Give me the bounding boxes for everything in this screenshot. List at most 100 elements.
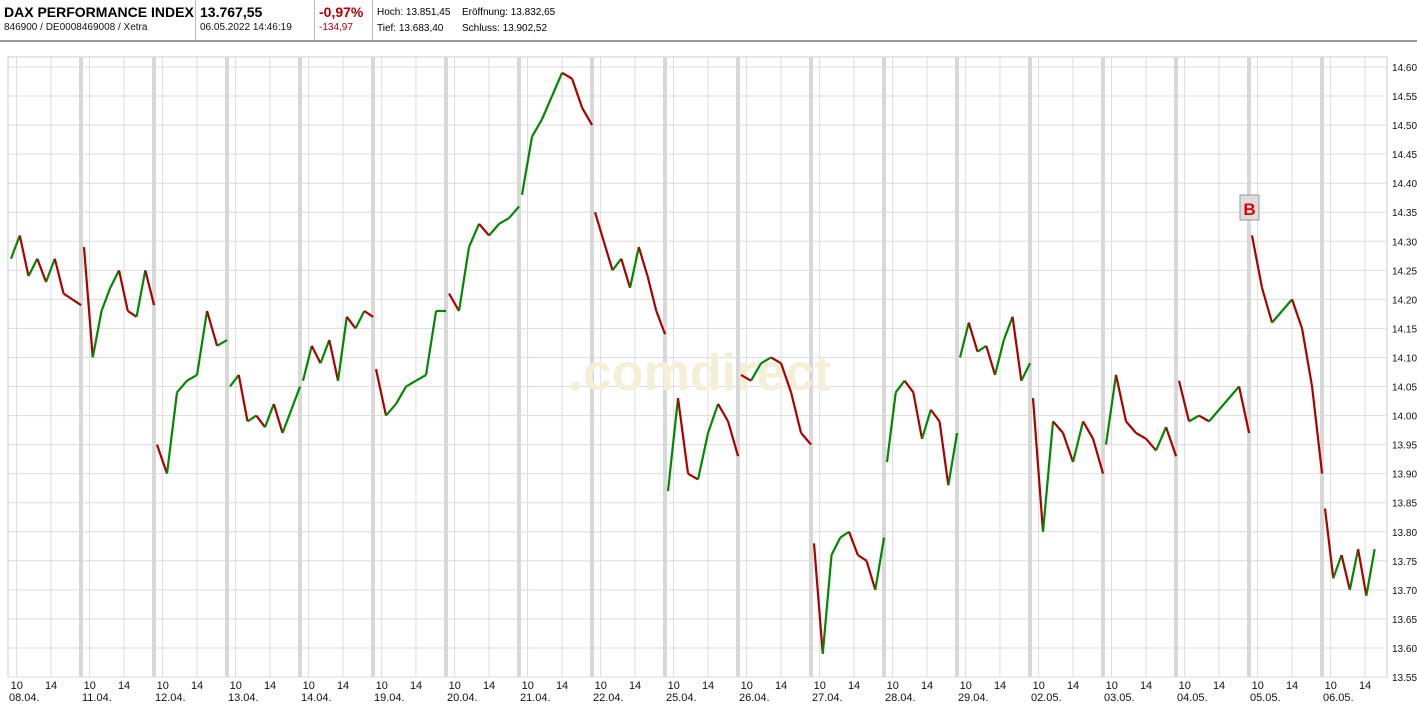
price-segment bbox=[186, 373, 198, 382]
price-segment bbox=[448, 293, 460, 312]
price-segment bbox=[488, 223, 500, 237]
price-segment bbox=[1104, 374, 1118, 445]
price-segment bbox=[1135, 432, 1147, 440]
day-separator bbox=[1101, 57, 1105, 677]
price-segment bbox=[457, 246, 471, 312]
price-segment bbox=[903, 380, 915, 393]
price-segment bbox=[920, 409, 932, 440]
price-segment bbox=[620, 258, 632, 289]
price-segment bbox=[628, 246, 640, 288]
price-segment bbox=[255, 414, 266, 428]
price-segment bbox=[1092, 438, 1105, 474]
x-hour-label: 10 bbox=[11, 680, 23, 692]
y-tick-label: 14.550 bbox=[1392, 92, 1417, 103]
x-date-label: 02.05. bbox=[1031, 692, 1062, 704]
price-segment bbox=[611, 258, 623, 271]
quote-header: DAX PERFORMANCE INDEX 846900 / DE0008469… bbox=[0, 0, 1417, 42]
price-segment bbox=[508, 205, 520, 219]
price-segment bbox=[727, 421, 740, 457]
price-segment bbox=[301, 345, 313, 381]
price-segment bbox=[1291, 299, 1304, 329]
price-segment bbox=[216, 339, 228, 347]
price-segment bbox=[938, 421, 950, 486]
y-tick-label: 14.150 bbox=[1392, 324, 1417, 335]
price-segment bbox=[1281, 298, 1293, 312]
x-hour-label: 14 bbox=[775, 680, 787, 692]
price-segment bbox=[571, 78, 584, 109]
price-segment bbox=[135, 270, 147, 318]
price-segment bbox=[958, 322, 970, 358]
day-separator bbox=[225, 57, 229, 677]
marker-box bbox=[1239, 194, 1260, 221]
x-hour-label: 10 bbox=[84, 680, 96, 692]
price-segment bbox=[100, 287, 112, 312]
price-segment bbox=[602, 240, 614, 271]
x-hour-label: 14 bbox=[1213, 680, 1225, 692]
price-segment bbox=[1188, 414, 1200, 423]
day-separator bbox=[1247, 57, 1251, 677]
price-segment bbox=[1357, 548, 1368, 596]
price-segment bbox=[328, 339, 340, 381]
price-segment bbox=[912, 392, 924, 440]
y-tick-label: 14.050 bbox=[1392, 383, 1417, 394]
day-separator bbox=[590, 57, 594, 677]
x-hour-label: 14 bbox=[118, 680, 130, 692]
x-hour-label: 10 bbox=[303, 680, 315, 692]
x-hour-label: 14 bbox=[337, 680, 349, 692]
x-hour-label: 10 bbox=[595, 680, 607, 692]
price-segment bbox=[1114, 374, 1128, 422]
price-segment bbox=[1041, 421, 1055, 532]
price-segment bbox=[18, 235, 30, 277]
price-segment bbox=[82, 247, 94, 358]
price-segment bbox=[561, 71, 573, 80]
price-segment bbox=[976, 344, 987, 353]
price-segment bbox=[666, 398, 680, 492]
x-hour-label: 10 bbox=[887, 680, 899, 692]
price-segment bbox=[676, 397, 690, 474]
price-segment bbox=[195, 310, 209, 376]
price-segment bbox=[581, 107, 594, 126]
price-segment bbox=[696, 432, 710, 480]
price-segment bbox=[1002, 316, 1014, 341]
price-segment bbox=[27, 258, 39, 277]
price-segment bbox=[1155, 426, 1168, 451]
x-date-label: 19.04. bbox=[374, 692, 405, 704]
price-segment bbox=[109, 269, 121, 289]
price-segment bbox=[800, 432, 812, 446]
price-segment bbox=[1271, 310, 1283, 324]
stats-cell: Hoch: 13.851,45 Eröffnung: 13.832,65 Tie… bbox=[373, 0, 593, 40]
price-segment bbox=[9, 235, 21, 260]
price-segment bbox=[1310, 386, 1324, 474]
datetime: 06.05.2022 14:46:19 bbox=[200, 22, 292, 33]
x-hour-label: 14 bbox=[191, 680, 203, 692]
day-separator bbox=[955, 57, 959, 677]
x-hour-label: 10 bbox=[1179, 680, 1191, 692]
price-segment bbox=[1237, 386, 1251, 434]
x-date-label: 27.04. bbox=[812, 692, 843, 704]
price-segment bbox=[468, 223, 481, 248]
x-hour-label: 14 bbox=[264, 680, 276, 692]
price-segment bbox=[1323, 508, 1335, 579]
price-segment bbox=[531, 118, 543, 138]
price-segment bbox=[498, 217, 510, 225]
price-segment bbox=[874, 537, 886, 591]
x-hour-label: 14 bbox=[556, 680, 568, 692]
day-separator bbox=[809, 57, 813, 677]
x-date-label: 05.05. bbox=[1250, 692, 1281, 704]
price-segment bbox=[967, 322, 979, 352]
x-hour-label: 14 bbox=[1359, 680, 1371, 692]
price-segment bbox=[1061, 432, 1075, 463]
watermark: .comdirect bbox=[569, 344, 832, 402]
price-segment bbox=[144, 270, 156, 306]
x-date-label: 04.05. bbox=[1177, 692, 1208, 704]
y-tick-label: 14.100 bbox=[1392, 353, 1417, 364]
price-segment bbox=[395, 385, 407, 405]
x-date-label: 11.04. bbox=[82, 692, 112, 704]
day-separator bbox=[444, 57, 448, 677]
price-segment bbox=[985, 345, 997, 376]
y-tick-label: 14.600 bbox=[1392, 63, 1417, 74]
price-segment bbox=[424, 310, 438, 376]
x-hour-label: 14 bbox=[848, 680, 860, 692]
price-segment bbox=[830, 537, 842, 556]
